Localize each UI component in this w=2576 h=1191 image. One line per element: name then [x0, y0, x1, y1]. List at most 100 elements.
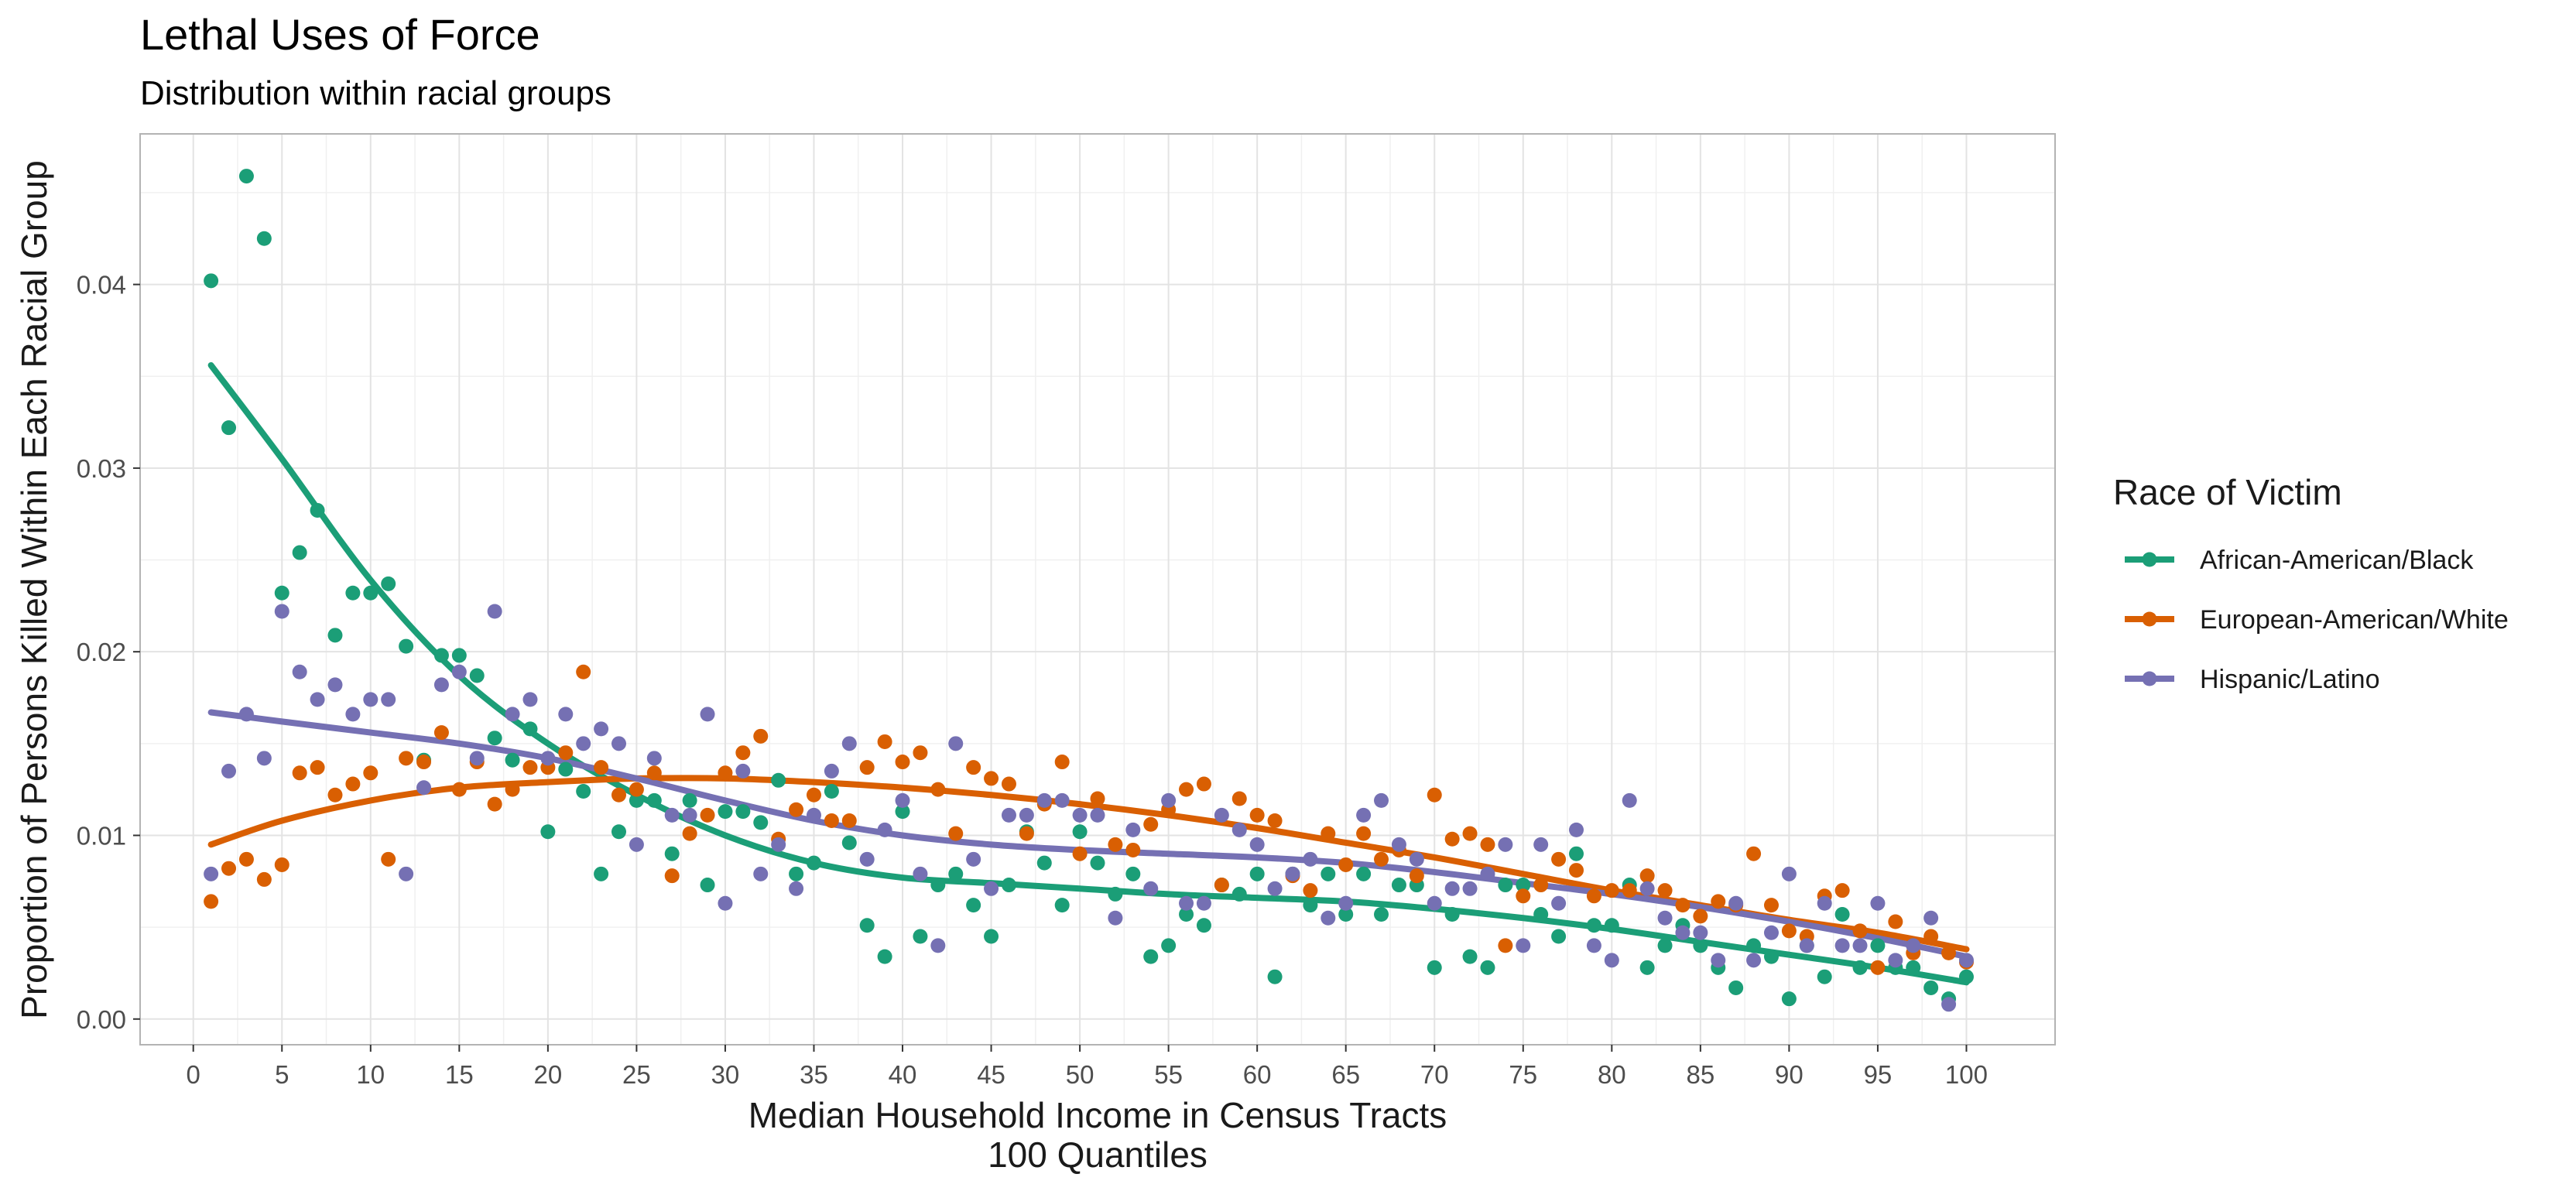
data-point-african-american-black: [1693, 938, 1708, 953]
data-point-european-american-white: [416, 755, 432, 770]
data-point-hispanic-latino: [1161, 792, 1177, 808]
data-point-african-american-black: [327, 628, 343, 643]
x-tick-label: 5: [275, 1060, 289, 1089]
plot-panel-border: [139, 133, 2056, 1046]
data-point-european-american-white: [1781, 923, 1797, 939]
data-point-european-american-white: [1923, 929, 1939, 944]
data-point-hispanic-latino: [451, 664, 467, 679]
data-point-european-american-white: [913, 745, 928, 761]
data-point-african-american-black: [1480, 960, 1495, 975]
data-point-european-american-white: [1019, 826, 1034, 841]
data-point-hispanic-latino: [1231, 822, 1247, 837]
data-point-hispanic-latino: [1356, 807, 1372, 823]
data-point-hispanic-latino: [363, 692, 379, 707]
legend-item: European-American/White: [2125, 605, 2509, 635]
data-point-hispanic-latino: [1001, 807, 1016, 823]
x-tick-label: 40: [889, 1060, 917, 1089]
data-point-african-american-black: [292, 545, 307, 560]
data-point-european-american-white: [1108, 837, 1123, 852]
data-point-african-american-black: [1356, 866, 1372, 881]
data-point-african-american-black: [1231, 886, 1247, 902]
data-point-hispanic-latino: [1675, 925, 1690, 940]
x-tick-label: 60: [1243, 1060, 1272, 1089]
data-point-african-american-black: [433, 648, 449, 663]
data-point-african-american-black: [1728, 980, 1744, 995]
data-point-hispanic-latino: [771, 837, 786, 852]
x-tick-label: 20: [534, 1060, 563, 1089]
chart-title: Lethal Uses of Force: [140, 10, 540, 59]
data-point-african-american-black: [1781, 991, 1797, 1007]
data-point-hispanic-latino: [966, 851, 981, 867]
data-point-african-american-black: [1125, 866, 1141, 881]
data-point-european-american-white: [1196, 776, 1211, 792]
data-point-hispanic-latino: [682, 807, 697, 823]
data-point-african-american-black: [1196, 918, 1211, 933]
data-point-african-american-black: [238, 169, 254, 184]
data-point-hispanic-latino: [984, 881, 999, 896]
data-point-hispanic-latino: [1054, 792, 1070, 808]
data-point-african-american-black: [1391, 878, 1406, 893]
data-point-hispanic-latino: [629, 837, 644, 852]
data-point-european-american-white: [1338, 857, 1354, 872]
data-point-hispanic-latino: [1958, 953, 1974, 968]
data-point-african-american-black: [700, 878, 715, 893]
x-tick-label: 65: [1331, 1060, 1360, 1089]
data-point-african-american-black: [1923, 980, 1939, 995]
legend-point-key: [2142, 671, 2157, 686]
legend-items: African-American/Black European-American/…: [2125, 546, 2509, 694]
data-point-african-american-black: [381, 576, 396, 591]
data-point-hispanic-latino: [381, 692, 396, 707]
data-point-hispanic-latino: [1338, 895, 1354, 911]
data-point-european-american-white: [1870, 960, 1886, 975]
data-point-european-american-white: [1231, 791, 1247, 806]
data-point-african-american-black: [522, 721, 538, 737]
data-point-european-american-white: [576, 664, 591, 679]
data-point-african-american-black: [204, 273, 219, 289]
data-point-african-american-black: [576, 784, 591, 799]
data-point-european-american-white: [789, 802, 804, 817]
axis-ticks: 0 5 10 15 20 25 30 35 40 45 50 55 60 65 70 75 80 85 90 95 10…: [77, 271, 1988, 1089]
x-tick-label: 85: [1686, 1060, 1714, 1089]
legend-item: African-American/Black: [2125, 546, 2474, 575]
data-point-african-american-black: [594, 866, 609, 881]
data-point-european-american-white: [1214, 878, 1229, 893]
data-point-european-american-white: [895, 755, 910, 770]
data-point-african-american-black: [505, 752, 520, 768]
data-point-african-american-black: [1834, 907, 1850, 922]
data-point-hispanic-latino: [1196, 895, 1211, 911]
data-point-european-american-white: [1072, 846, 1088, 861]
y-axis-title: Proportion of Persons Killed Within Each…: [14, 160, 54, 1019]
data-point-european-american-white: [1249, 807, 1265, 823]
x-tick-label: 10: [356, 1060, 385, 1089]
data-point-african-american-black: [1143, 949, 1159, 964]
data-point-european-american-white: [310, 760, 325, 775]
legend-item: Hispanic/Latino: [2125, 665, 2379, 694]
data-point-hispanic-latino: [1728, 895, 1744, 911]
y-tick-label: 0.00: [77, 1005, 126, 1034]
data-point-hispanic-latino: [433, 677, 449, 693]
series-points-european-american-white: [204, 664, 1974, 975]
data-point-african-american-black: [789, 866, 804, 881]
data-point-african-american-black: [611, 824, 626, 840]
legend: Race of Victim African-American/Black Eur…: [2113, 472, 2509, 694]
data-point-african-american-black: [558, 761, 574, 777]
data-point-european-american-white: [505, 782, 520, 797]
data-point-european-american-white: [327, 787, 343, 803]
data-point-european-american-white: [1462, 826, 1478, 841]
data-point-african-american-black: [1551, 929, 1567, 944]
data-point-african-american-black: [735, 804, 751, 820]
data-point-hispanic-latino: [895, 792, 910, 808]
data-point-african-american-black: [1462, 949, 1478, 964]
gridlines: [140, 134, 2055, 1045]
data-point-hispanic-latino: [859, 851, 875, 867]
x-tick-label: 25: [622, 1060, 651, 1089]
data-point-european-american-white: [1125, 842, 1141, 857]
data-point-hispanic-latino: [256, 751, 272, 766]
data-point-hispanic-latino: [1906, 938, 1921, 953]
data-point-hispanic-latino: [292, 664, 307, 679]
data-point-european-american-white: [345, 776, 361, 792]
data-point-hispanic-latino: [505, 707, 520, 722]
x-tick-label: 80: [1598, 1060, 1626, 1089]
data-point-hispanic-latino: [221, 763, 237, 779]
data-point-hispanic-latino: [913, 866, 928, 881]
